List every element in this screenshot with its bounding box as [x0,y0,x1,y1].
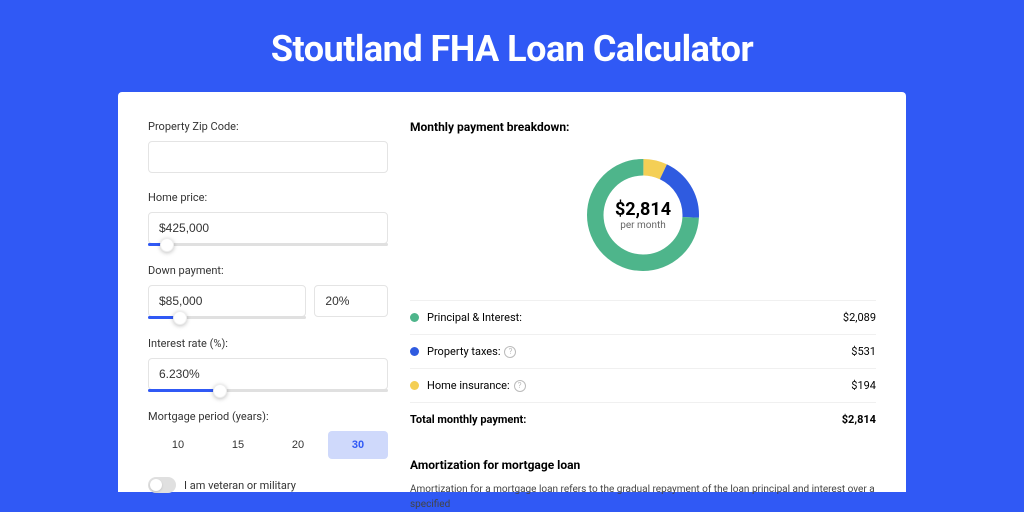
total-value: $2,814 [842,413,876,426]
swatch [410,381,419,390]
donut-center: $2,814 per month [580,152,706,278]
calculator-card: Property Zip Code: Home price: Down paym… [118,92,906,492]
swatch [410,313,419,322]
period-option-30[interactable]: 30 [328,431,388,459]
breakdown-row: Principal & Interest:$2,089 [410,300,876,334]
donut-chart: $2,814 per month [580,152,706,278]
veteran-toggle-row: I am veteran or military [148,477,388,493]
home-price-input[interactable] [148,212,388,244]
interest-rate-slider[interactable] [148,389,388,392]
home-price-slider[interactable] [148,243,388,246]
interest-rate-input[interactable] [148,358,388,390]
home-price-group: Home price: [148,191,388,246]
down-payment-amount-input[interactable] [148,285,306,317]
amortization-text: Amortization for a mortgage loan refers … [410,482,876,512]
breakdown-value: $2,089 [843,311,876,324]
swatch [410,347,419,356]
breakdown-row: Property taxes:?$531 [410,334,876,368]
down-payment-group: Down payment: [148,264,388,319]
mortgage-period-group: Mortgage period (years): 10152030 [148,410,388,459]
period-option-15[interactable]: 15 [208,431,268,459]
donut-sub: per month [620,220,666,231]
results-column: Monthly payment breakdown: $2,814 per mo… [410,120,876,492]
breakdown-label: Property taxes:? [427,345,851,358]
zip-field-group: Property Zip Code: [148,120,388,173]
breakdown-row: Home insurance:?$194 [410,368,876,402]
veteran-toggle[interactable] [148,477,176,493]
total-row: Total monthly payment: $2,814 [410,402,876,436]
breakdown-value: $194 [851,379,876,392]
mortgage-period-options: 10152030 [148,431,388,459]
down-payment-slider[interactable] [148,316,306,319]
toggle-knob [150,479,162,491]
interest-rate-label: Interest rate (%): [148,337,388,350]
breakdown-title: Monthly payment breakdown: [410,120,876,134]
breakdown-label: Home insurance:? [427,379,851,392]
input-column: Property Zip Code: Home price: Down paym… [148,120,388,492]
zip-label: Property Zip Code: [148,120,388,133]
down-payment-pct-input[interactable] [314,285,388,317]
down-payment-label: Down payment: [148,264,388,277]
total-label: Total monthly payment: [410,413,842,426]
help-icon[interactable]: ? [504,346,516,358]
breakdown-label: Principal & Interest: [427,311,843,324]
breakdown-value: $531 [851,345,876,358]
help-icon[interactable]: ? [514,380,526,392]
donut-wrap: $2,814 per month [410,148,876,300]
mortgage-period-label: Mortgage period (years): [148,410,388,423]
period-option-10[interactable]: 10 [148,431,208,459]
veteran-label: I am veteran or military [184,479,296,492]
home-price-label: Home price: [148,191,388,204]
donut-value: $2,814 [615,199,671,220]
interest-rate-group: Interest rate (%): [148,337,388,392]
page-title: Stoutland FHA Loan Calculator [0,0,1024,92]
amortization-title: Amortization for mortgage loan [410,458,876,472]
period-option-20[interactable]: 20 [268,431,328,459]
zip-input[interactable] [148,141,388,173]
